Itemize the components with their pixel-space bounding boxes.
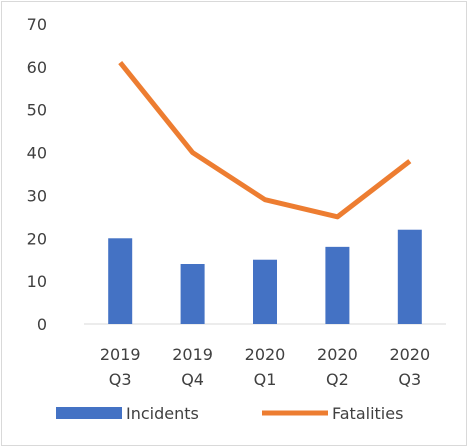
x-tick-label: 2020 Q1 [245,345,286,389]
y-tick-label: 60 [27,58,47,77]
y-axis: 0 10 20 30 40 50 60 70 [27,15,47,334]
x-tick-label: 2020 Q3 [389,345,430,389]
bar-incidents [108,238,133,324]
legend-swatch-incidents [56,407,122,419]
y-tick-label: 20 [27,229,47,248]
legend: Incidents Fatalities [56,404,403,423]
bar-incidents [180,264,205,324]
line-series-fatalities [118,61,412,220]
legend-label-fatalities: Fatalities [332,404,403,423]
bar-incidents [253,259,277,324]
y-tick-label: 50 [27,101,47,120]
bar-incidents [397,229,422,324]
y-tick-label: 0 [37,315,47,334]
y-tick-label: 70 [27,15,47,34]
bar-series [108,229,422,324]
x-axis: 2019 Q3 2019 Q4 2020 Q1 2020 Q2 2020 Q3 [100,345,430,389]
bar-incidents [325,246,350,324]
x-tick-label: 2019 Q3 [100,345,141,389]
x-tick-label: 2019 Q4 [172,345,213,389]
y-tick-label: 10 [27,272,47,291]
y-tick-label: 30 [27,186,47,205]
x-tick-label: 2020 Q2 [317,345,358,389]
legend-label-incidents: Incidents [126,404,199,423]
y-tick-label: 40 [27,144,47,163]
